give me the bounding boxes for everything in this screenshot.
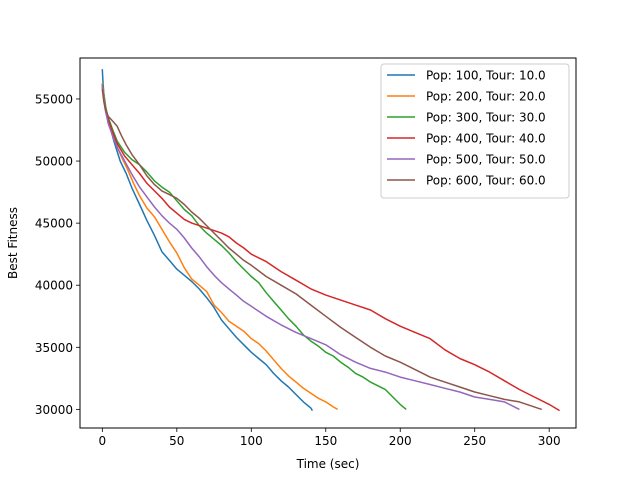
series-line-3 <box>101 84 407 410</box>
legend-label: Pop: 400, Tour: 40.0 <box>426 132 546 146</box>
y-axis-label: Best Fitness <box>6 207 20 279</box>
x-tick-label: 250 <box>463 434 486 448</box>
y-tick-label: 45000 <box>35 217 73 231</box>
series-line-5 <box>101 85 520 411</box>
legend-label: Pop: 300, Tour: 30.0 <box>426 111 546 125</box>
legend-box <box>380 63 570 199</box>
legend-label: Pop: 500, Tour: 50.0 <box>426 153 546 167</box>
y-tick-label: 40000 <box>35 279 73 293</box>
legend-label: Pop: 100, Tour: 10.0 <box>426 69 546 83</box>
legend: Pop: 100, Tour: 10.0 Pop: 200, Tour: 20.0… <box>380 63 570 199</box>
x-tick-label: 150 <box>314 434 337 448</box>
legend-label: Pop: 600, Tour: 60.0 <box>426 174 546 188</box>
x-tick-label: 100 <box>240 434 263 448</box>
x-tick-label: 300 <box>538 434 561 448</box>
series-line-2 <box>101 82 339 411</box>
x-tick-label: 50 <box>169 434 184 448</box>
plot-lines <box>101 69 560 412</box>
plot-frame <box>79 57 577 429</box>
x-axis-label: Time (sec) <box>296 457 360 471</box>
x-tick-label: 0 <box>99 434 107 448</box>
x-tick-label: 200 <box>389 434 412 448</box>
y-axis: 30000 35000 40000 45000 50000 55000 <box>35 92 80 417</box>
legend-label: Pop: 200, Tour: 20.0 <box>426 90 546 104</box>
series-line-4 <box>101 86 560 412</box>
x-axis: 0 50 100 150 200 250 300 <box>99 428 561 448</box>
series-line-6 <box>101 88 542 411</box>
y-tick-label: 50000 <box>35 155 73 169</box>
y-tick-label: 55000 <box>35 92 73 106</box>
y-tick-label: 35000 <box>35 341 73 355</box>
y-tick-label: 30000 <box>35 403 73 417</box>
